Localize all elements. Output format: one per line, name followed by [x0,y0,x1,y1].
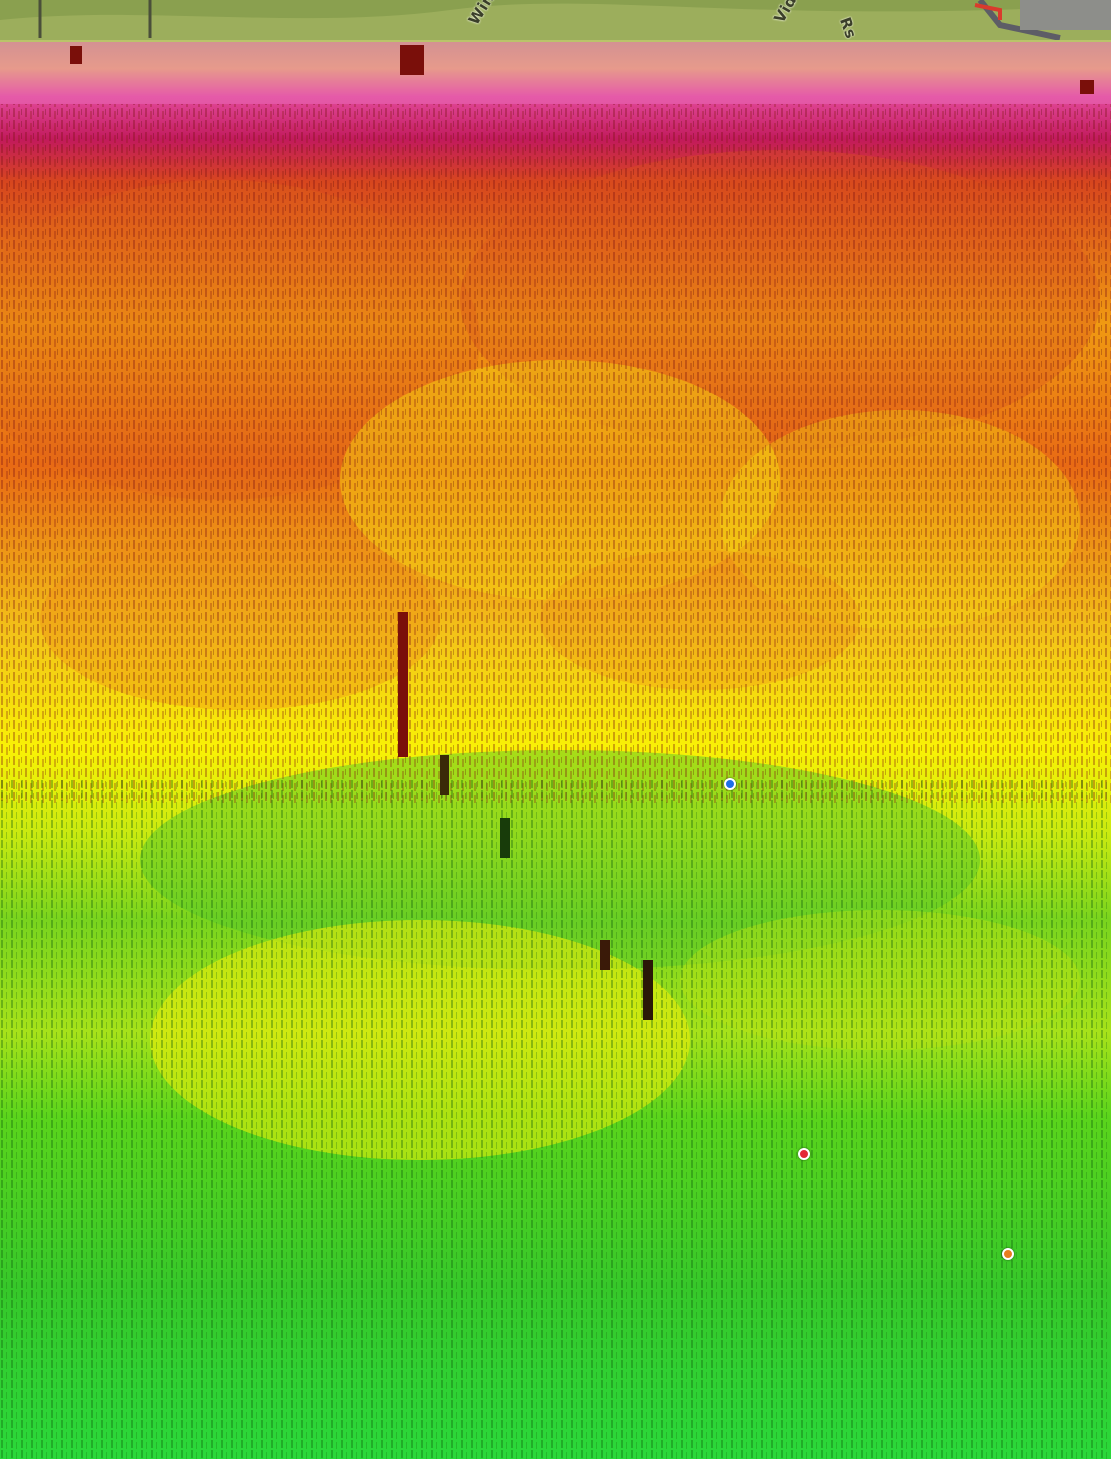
map-marker-orange[interactable] [1002,1248,1014,1260]
map-marker-blue[interactable] [724,778,736,790]
map-marker-red[interactable] [798,1148,810,1160]
